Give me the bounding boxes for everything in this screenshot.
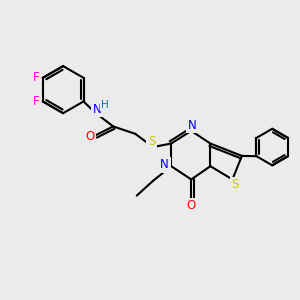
Text: F: F: [33, 71, 40, 84]
Text: S: S: [232, 178, 239, 191]
Text: N: N: [160, 158, 169, 171]
Text: N: N: [188, 119, 196, 132]
Text: O: O: [85, 130, 95, 143]
Text: H: H: [101, 100, 109, 110]
Text: O: O: [187, 200, 196, 212]
Text: N: N: [93, 103, 101, 116]
Text: F: F: [33, 95, 40, 108]
Text: S: S: [148, 135, 155, 148]
